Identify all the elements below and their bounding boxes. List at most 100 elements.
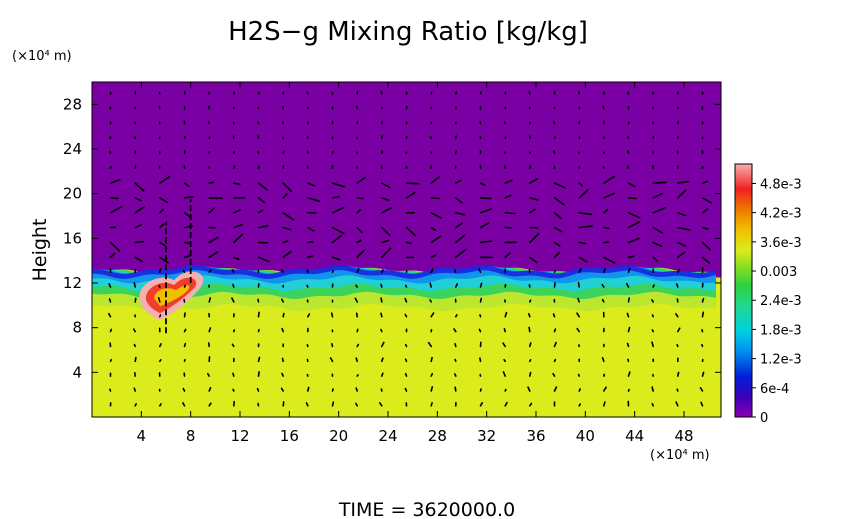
wind-vector [183, 254, 191, 259]
wind-vector [208, 181, 215, 184]
wind-vector [676, 343, 679, 348]
wind-vector [625, 282, 630, 288]
y-tick-label: 4 [72, 363, 82, 381]
wind-vector [355, 312, 359, 318]
wind-vector [652, 226, 663, 234]
wind-vector [701, 226, 709, 230]
wind-vector [553, 182, 566, 189]
wind-vector [676, 189, 687, 199]
wind-vector [356, 197, 365, 200]
wind-vector [528, 91, 531, 95]
wind-vector [404, 284, 408, 288]
colorbar: 4.8e-3 4.2e-3 3.6e-3 0.003 2.4e-3 1.8e-3 1.2e-… [734, 163, 802, 426]
wind-vector [159, 314, 162, 318]
wind-vector [552, 150, 556, 155]
wind-vector [528, 232, 540, 244]
wind-vector [553, 341, 557, 348]
wind-vector [380, 283, 383, 288]
wind-vector [479, 182, 486, 186]
wind-vector [257, 328, 260, 333]
y-tick-label: 20 [63, 185, 82, 203]
y-tick-label: 8 [72, 319, 82, 337]
wind-vector [553, 358, 557, 363]
wind-vector [553, 135, 556, 140]
wind-vector [231, 343, 235, 348]
wind-vector [257, 311, 260, 318]
wind-vector [208, 236, 219, 244]
wind-vector [306, 197, 321, 202]
plume-inner [154, 285, 190, 307]
colorbar-label: 1.8e-3 [760, 323, 802, 338]
wind-vector [528, 402, 533, 407]
wind-vector [578, 241, 587, 245]
wind-vector [208, 207, 215, 214]
wind-vector [183, 312, 186, 318]
wind-vector [207, 342, 210, 348]
wind-vector [306, 182, 316, 187]
wind-vector [527, 386, 531, 392]
wind-vector [282, 182, 293, 193]
x-tick-label: 8 [186, 427, 196, 445]
wind-vector [652, 256, 659, 262]
wind-vector [479, 240, 493, 244]
wind-vector [281, 372, 285, 377]
wind-vector [233, 150, 236, 155]
plot-area [92, 82, 721, 417]
wind-vector [430, 212, 443, 219]
wind-vector [578, 256, 588, 263]
wind-vector [652, 284, 655, 288]
wind-vector [578, 403, 582, 407]
wind-vector [676, 212, 687, 217]
wind-vector [233, 233, 244, 244]
wind-vector [479, 357, 482, 363]
wind-vector [479, 91, 482, 95]
wind-vector [306, 241, 314, 244]
wind-vector [405, 182, 420, 185]
wind-vector [504, 311, 508, 318]
wind-vector [576, 312, 581, 318]
wind-vector [454, 197, 463, 204]
wind-vector [356, 328, 359, 333]
wind-vector [233, 223, 243, 229]
wind-vector [331, 388, 334, 392]
colorbar-label: 4.8e-3 [760, 177, 802, 192]
wind-vector [331, 182, 345, 188]
wind-vector [427, 341, 433, 348]
y-axis-label: Height [29, 219, 51, 282]
wind-vector [602, 208, 609, 214]
wind-vector [282, 212, 295, 221]
wind-vector [159, 241, 166, 247]
wind-vector [528, 178, 539, 184]
wind-vector [256, 387, 260, 392]
wind-vector [479, 388, 482, 392]
wind-vector [208, 386, 212, 392]
wind-vector [380, 226, 391, 237]
wind-vector [306, 313, 311, 318]
wind-vector [404, 372, 408, 377]
wind-vector [454, 248, 467, 259]
wind-vector [602, 256, 616, 264]
wind-vector [504, 179, 513, 184]
wind-vector [553, 120, 556, 125]
wind-vector [331, 269, 334, 274]
wind-vector [701, 256, 711, 264]
wind-vector [701, 343, 704, 348]
colorbar-label: 6e-4 [760, 382, 789, 397]
wind-vector [700, 401, 704, 407]
wind-vector [182, 387, 186, 392]
wind-vector [553, 197, 565, 206]
wind-vector [159, 176, 171, 184]
wind-vector [356, 249, 365, 259]
wind-vector [528, 226, 539, 229]
wind-vector [109, 358, 113, 363]
wind-vector [602, 373, 606, 377]
wind-vector [257, 197, 266, 204]
x-unit-label: (×10⁴ m) [650, 448, 710, 463]
wind-vector [701, 106, 704, 110]
wind-vector [380, 247, 392, 259]
x-tick-label: 48 [674, 427, 693, 445]
wind-vector [701, 208, 709, 214]
wind-vector [134, 206, 145, 214]
wind-vector [355, 387, 359, 392]
wind-vector [208, 297, 212, 303]
